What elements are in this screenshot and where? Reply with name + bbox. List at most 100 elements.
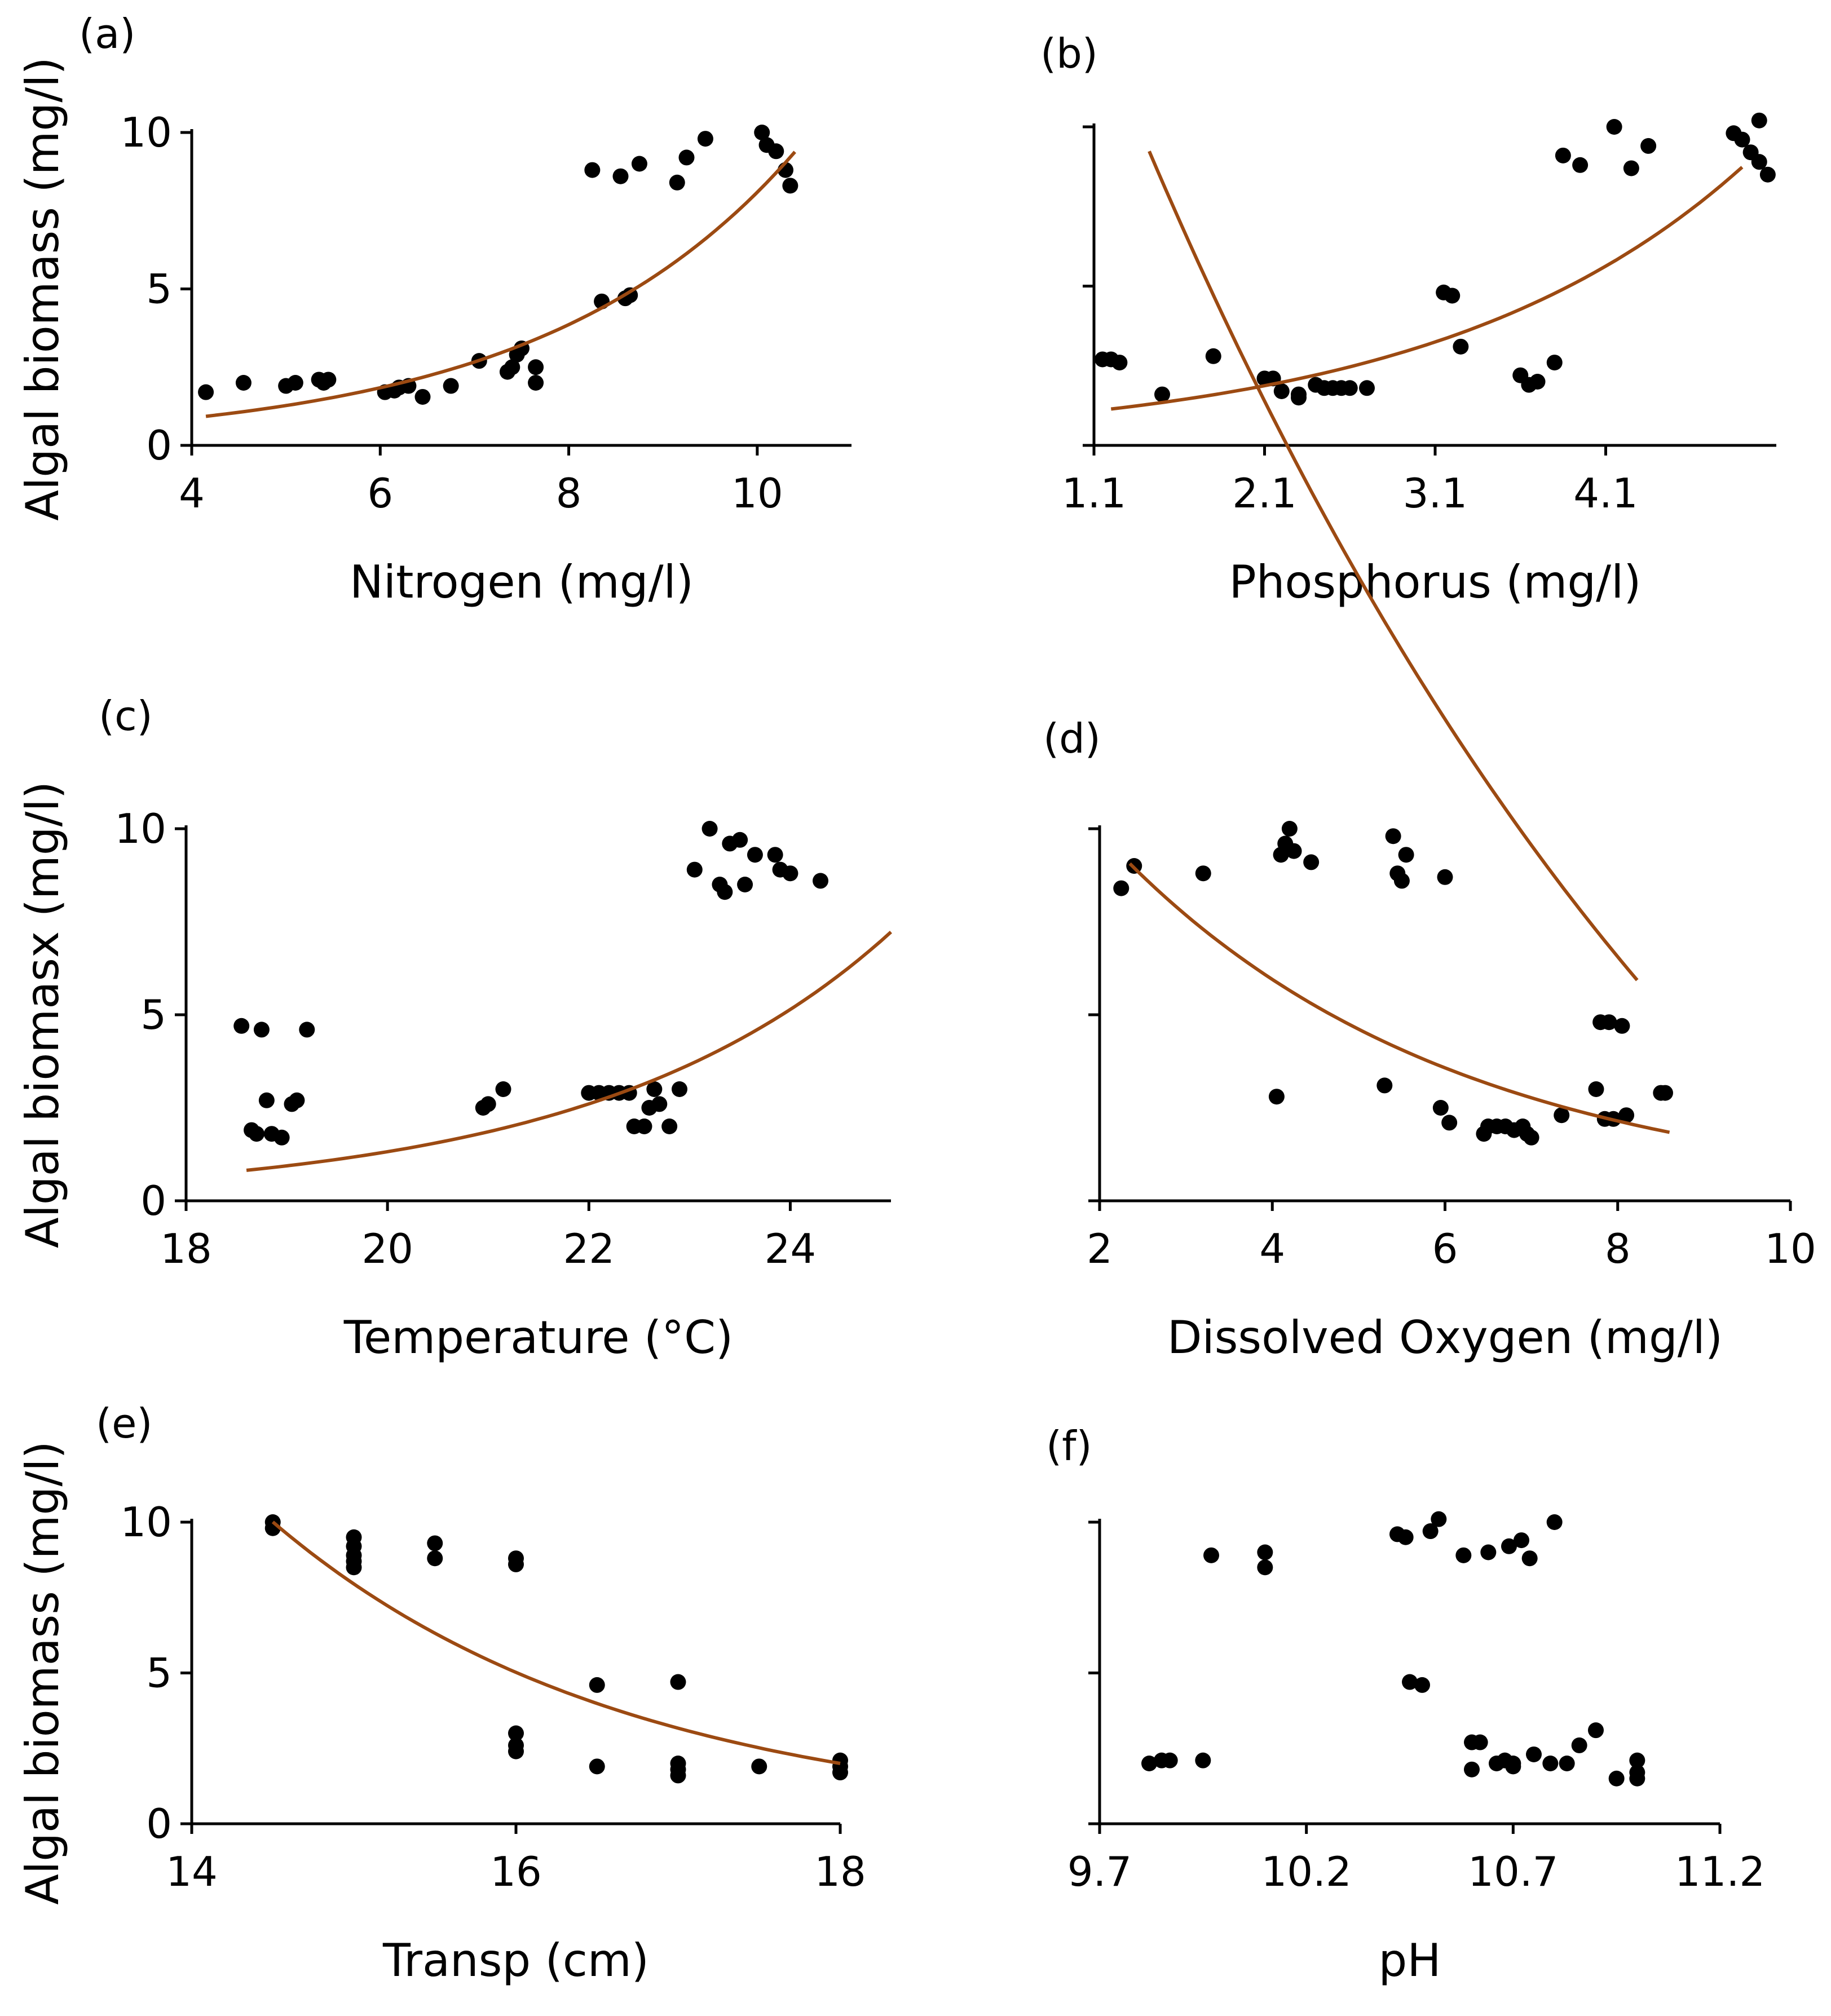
- data-point: [1195, 865, 1211, 882]
- data-point: [631, 156, 647, 172]
- data-point: [1601, 1014, 1617, 1031]
- data-point: [1640, 138, 1657, 154]
- data-point: [1422, 1523, 1439, 1540]
- data-point: [1154, 386, 1170, 403]
- data-point: [1205, 348, 1221, 364]
- x-tick-label: 4: [179, 470, 205, 517]
- data-point: [1501, 1538, 1517, 1554]
- data-point: [1414, 1677, 1430, 1693]
- data-point: [508, 1556, 524, 1572]
- data-point: [768, 143, 784, 160]
- y-tick-label: 10: [120, 109, 172, 156]
- data-point: [528, 375, 544, 391]
- chart-panel-a: 0 5 10 4 6 8 10 Nitrogen (mg/l) Algal biomass (m…: [16, 10, 851, 608]
- data-point: [249, 1126, 264, 1142]
- data-point: [672, 1081, 687, 1097]
- data-point: [299, 1022, 315, 1038]
- x-tick-label: 10.2: [1261, 1848, 1352, 1895]
- data-point: [1291, 390, 1307, 406]
- y-tick-label: 0: [140, 1177, 166, 1224]
- data-point: [1588, 1722, 1604, 1739]
- data-point: [732, 832, 748, 848]
- data-point: [427, 1535, 443, 1551]
- x-axis-label: Dissolved Oxygen (mg/l): [1167, 1311, 1723, 1364]
- x-axis-label: pH: [1379, 1934, 1441, 1987]
- data-point: [258, 1092, 275, 1108]
- data-point: [1523, 1129, 1539, 1146]
- data-point: [717, 884, 733, 900]
- y-axis-label: Algal biomass (mg/l): [16, 1441, 69, 1904]
- data-point: [1472, 1734, 1488, 1750]
- x-axis-label: Phosphorus (mg/l): [1229, 556, 1641, 608]
- trend-line: [205, 151, 796, 418]
- data-point: [1141, 1756, 1157, 1771]
- data-point: [813, 873, 828, 889]
- data-point: [1195, 1752, 1211, 1769]
- data-point: [1359, 380, 1375, 396]
- data-point: [1303, 854, 1320, 870]
- data-point: [198, 384, 214, 400]
- x-tick-label: 4.1: [1573, 470, 1638, 517]
- y-tick-label: 10: [114, 805, 166, 852]
- data-point: [1571, 1737, 1587, 1753]
- x-tick-label: 20: [361, 1225, 413, 1272]
- data-point: [1751, 112, 1767, 129]
- panel-label: (f): [1046, 1422, 1092, 1470]
- x-tick-label: 3.1: [1403, 470, 1468, 517]
- data-point: [1618, 1107, 1635, 1124]
- data-point: [1521, 1550, 1538, 1567]
- chart-panel-d: 2 4 6 8 10 Dissolved Oxygen (mg/l) (d): [1043, 715, 1816, 1364]
- data-point: [1268, 1089, 1285, 1105]
- trend-line: [246, 930, 893, 1172]
- data-point: [273, 1129, 290, 1146]
- y-tick-label: 10: [120, 1498, 172, 1546]
- data-point: [1546, 355, 1563, 371]
- panel-label: (c): [99, 692, 153, 740]
- data-point: [1751, 154, 1767, 170]
- data-point: [1554, 1107, 1570, 1124]
- data-point: [747, 847, 763, 863]
- data-point: [1111, 355, 1128, 371]
- x-tick-label: 9.7: [1067, 1848, 1132, 1895]
- data-point: [636, 1118, 652, 1134]
- data-point: [504, 359, 520, 375]
- data-point: [414, 388, 431, 405]
- data-point: [754, 125, 770, 140]
- data-point: [1397, 1529, 1414, 1545]
- data-point: [1444, 288, 1461, 304]
- y-axis-label: Algal biomass (mg/l): [16, 57, 69, 520]
- panel-label: (d): [1043, 715, 1101, 762]
- x-tick-label: 4: [1259, 1225, 1285, 1272]
- data-point: [1342, 380, 1358, 396]
- data-point: [1555, 147, 1571, 163]
- data-point: [1514, 1532, 1529, 1549]
- y-tick-label: 5: [146, 1650, 172, 1697]
- data-point: [1273, 383, 1290, 399]
- x-tick-label: 10.7: [1468, 1848, 1558, 1895]
- data-point: [346, 1559, 362, 1576]
- data-point: [427, 1550, 443, 1567]
- trend-line: [271, 1520, 841, 1765]
- data-point: [480, 1096, 496, 1112]
- y-axis-label: Algal biomasx (mg/l): [16, 781, 69, 1248]
- data-point: [612, 168, 629, 184]
- data-point: [782, 178, 798, 194]
- data-point: [1657, 1085, 1673, 1101]
- data-point: [1162, 1752, 1178, 1769]
- x-axis-label: Temperature (°C): [343, 1311, 733, 1364]
- data-point: [1526, 1746, 1542, 1762]
- data-point: [1464, 1761, 1480, 1778]
- trend-line: [1110, 166, 1744, 411]
- data-point: [1542, 1756, 1559, 1771]
- data-point: [751, 1758, 767, 1775]
- data-point: [1559, 1756, 1575, 1771]
- data-point: [1376, 1077, 1393, 1094]
- data-point: [1588, 1081, 1604, 1097]
- data-point: [1437, 869, 1453, 885]
- data-point: [661, 1118, 678, 1134]
- data-point: [1281, 821, 1298, 837]
- data-point: [1113, 880, 1130, 896]
- data-point: [289, 1092, 305, 1108]
- x-tick-label: 6: [367, 470, 393, 517]
